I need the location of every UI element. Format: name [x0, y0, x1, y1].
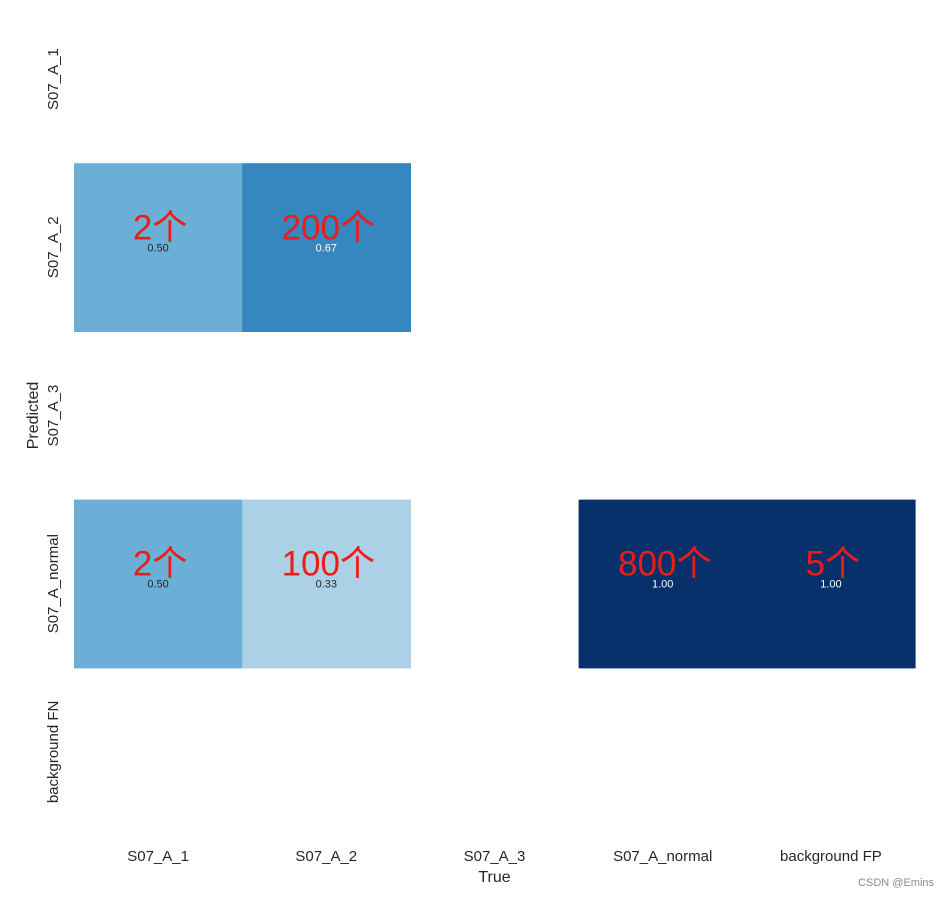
y-tick-labels: S07_A_1 S07_A_2 S07_A_3 S07_A_normalbackgro… [45, 48, 62, 803]
y-tick-label: S07_A_normal [45, 534, 62, 633]
count-annotation: 2个 [133, 545, 187, 584]
y-tick-label: S07_A_2 [45, 216, 62, 278]
heatmap-cells: 0.502个0.67200个0.502个0.33100个1.00800个1.00… [74, 163, 916, 669]
watermark: CSDN @Emins [858, 877, 934, 889]
cell-value-label: 0.33 [316, 579, 337, 591]
cell-value-label: 0.67 [316, 242, 337, 254]
heatmap-cell [74, 499, 243, 669]
heatmap-cell [242, 163, 411, 332]
y-axis-title: Predicted [25, 382, 42, 450]
x-tick-label: S07_A_3 [464, 848, 526, 865]
cell-value-label: 0.50 [147, 579, 168, 591]
count-annotation: 100个 [282, 545, 375, 584]
heatmap-cell [74, 163, 243, 332]
count-annotation: 5个 [806, 545, 860, 584]
count-annotation: 2个 [133, 208, 187, 247]
x-tick-labels: S07_A_1 S07_A_2 S07_A_3 S07_A_normal backgro… [127, 848, 882, 865]
y-tick-label: S07_A_1 [45, 48, 62, 110]
cell-value-label: 1.00 [820, 579, 841, 591]
cell-value-label: 0.50 [147, 242, 168, 254]
count-annotation: 800个 [618, 545, 711, 584]
x-tick-label: S07_A_normal [613, 848, 712, 865]
heatmap-cell [242, 499, 411, 669]
cell-value-label: 1.00 [652, 579, 673, 591]
y-tick-label: S07_A_3 [45, 385, 62, 447]
heatmap-cell [746, 499, 916, 669]
x-tick-label: S07_A_2 [295, 848, 357, 865]
heatmap-cell [578, 499, 748, 669]
x-tick-label: S07_A_1 [127, 848, 189, 865]
x-axis-title: True [478, 869, 510, 886]
y-tick-label: background FN [45, 701, 62, 804]
count-annotation: 200个 [282, 208, 375, 247]
x-tick-label: background FP [780, 848, 882, 865]
